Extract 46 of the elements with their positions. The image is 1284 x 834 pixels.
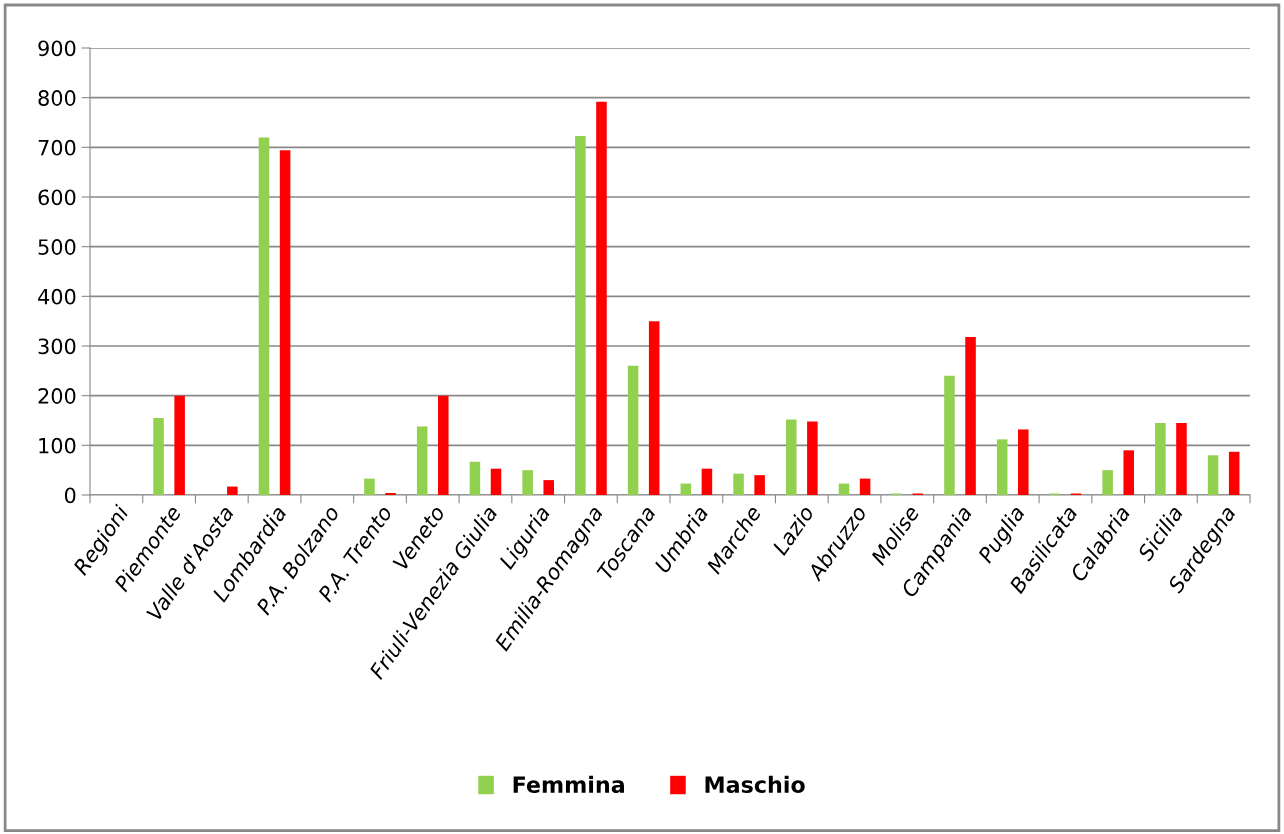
bar [174,395,185,495]
bar [258,137,270,495]
y-tick-label: 500 [38,239,76,255]
y-tick-label: 400 [38,288,76,305]
bar [279,150,291,495]
bar [838,483,850,495]
bar [754,475,765,495]
bar [438,395,449,495]
bar [680,483,692,495]
bar [733,473,744,495]
y-tick-label: 100 [39,437,76,454]
legend-label: Femmina [513,775,624,794]
y-tick-label: 200 [38,388,76,404]
y-tick-label: 800 [38,90,76,106]
bar [807,421,818,495]
bar [469,461,481,495]
y-tick-label: 300 [38,338,76,355]
bar [1207,455,1219,495]
bar [416,426,428,495]
bar [490,468,502,495]
bar [1155,422,1166,495]
bar [1102,470,1113,495]
bar [648,321,660,495]
bar [627,365,639,495]
bar [786,419,797,495]
bar [543,480,554,495]
bar [965,337,976,495]
bar [522,470,533,495]
y-tick-label: 600 [38,189,76,206]
bar [859,478,871,495]
legend-label: Maschio [705,775,805,794]
y-tick-label: 900 [38,40,76,57]
bar [1228,451,1240,495]
y-tick-label: 700 [38,139,76,156]
bar [575,135,586,495]
bar [1123,450,1134,495]
bar [944,375,955,495]
bar [364,478,375,495]
bar [596,101,607,495]
bar [1176,422,1187,495]
bar [996,439,1008,495]
bar [1018,429,1029,495]
bar [153,418,164,495]
bar [227,486,238,495]
bar [701,468,713,495]
y-tick-label: 0 [64,487,76,504]
